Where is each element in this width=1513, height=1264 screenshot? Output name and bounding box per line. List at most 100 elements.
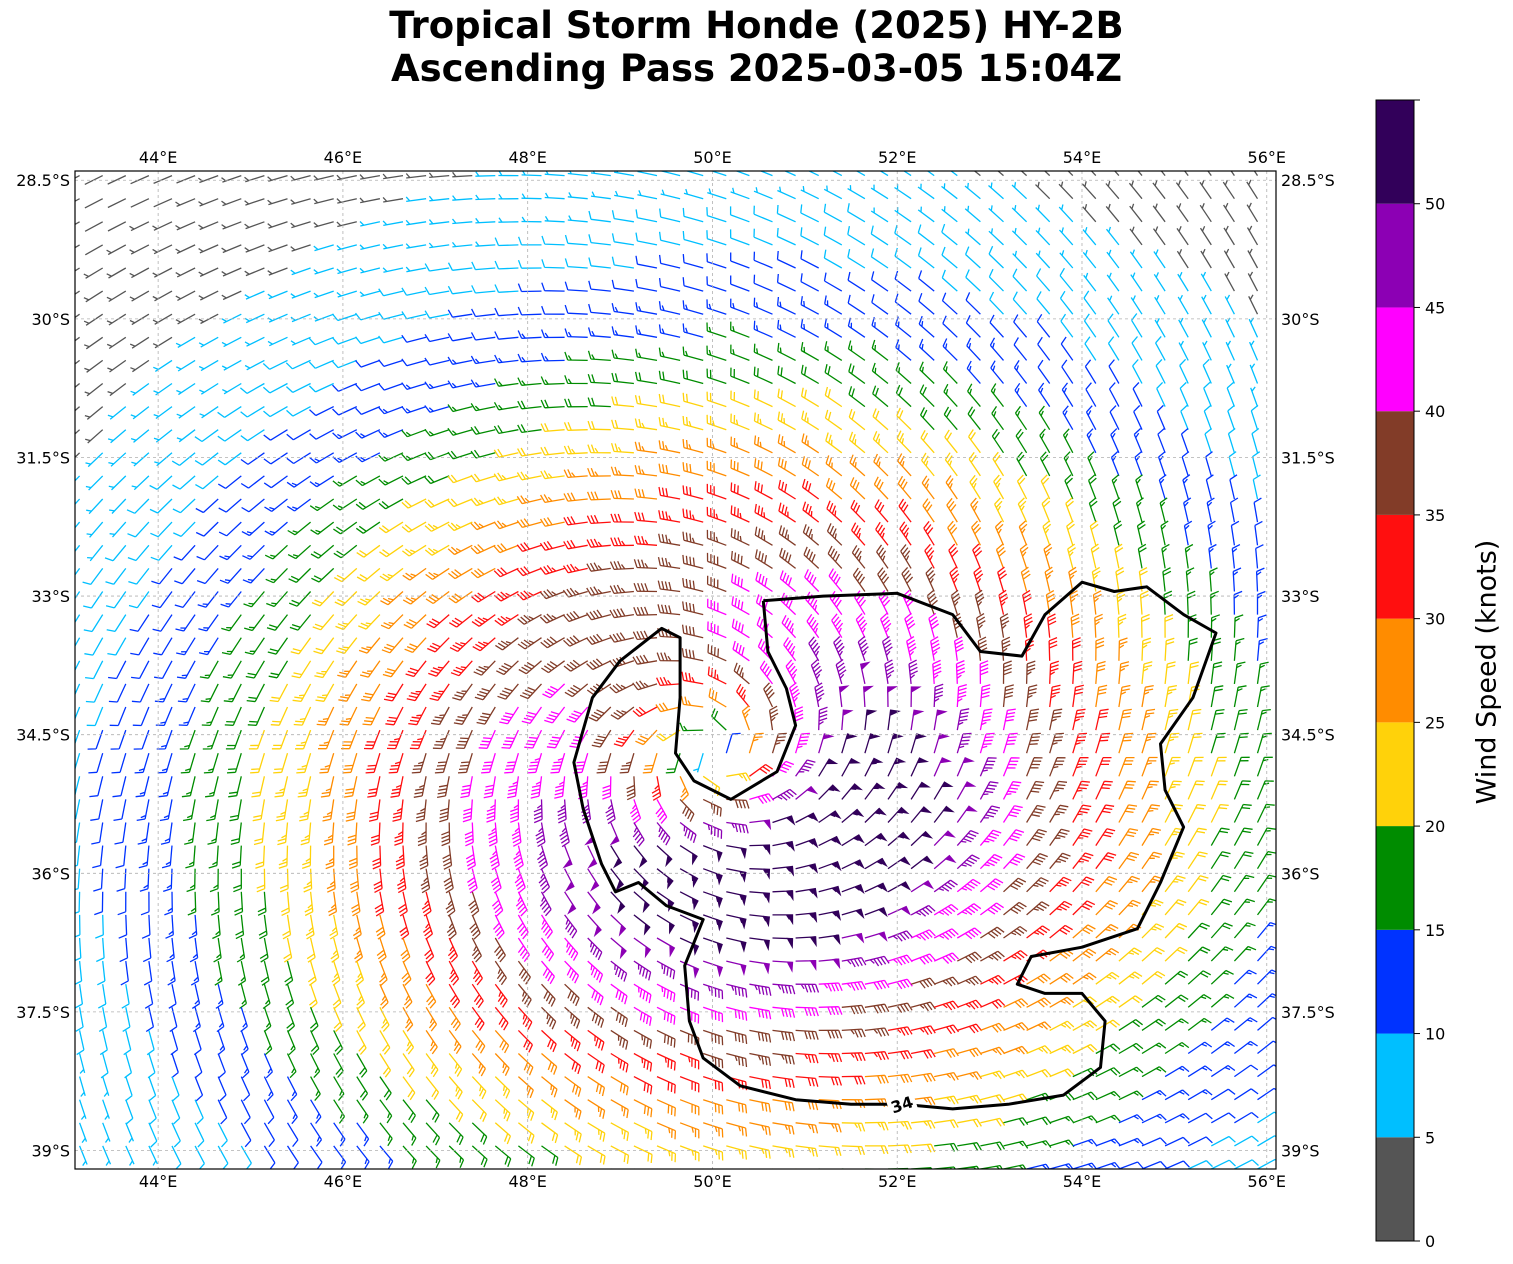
wind-barb <box>730 367 750 385</box>
wind-barb <box>84 406 104 420</box>
wind-barb <box>333 567 358 583</box>
wind-barb <box>923 521 935 546</box>
wind-barb <box>229 799 242 822</box>
wind-barb <box>516 542 542 553</box>
wind-barb <box>173 544 196 561</box>
wind-barb <box>356 567 381 582</box>
wind-barb <box>810 659 823 685</box>
wind-barb <box>870 248 889 269</box>
wind-barb <box>849 477 866 500</box>
wind-barb <box>1187 851 1208 870</box>
wind-barb <box>562 587 588 598</box>
wind-barb <box>1154 295 1166 315</box>
wind-barb <box>355 498 381 510</box>
wind-barb <box>629 799 642 825</box>
wind-barb <box>514 868 526 894</box>
wind-barb <box>217 452 242 466</box>
wind-barb <box>424 310 450 319</box>
wind-barb <box>852 567 866 592</box>
wind-barb <box>1059 290 1074 315</box>
wind-barb <box>1107 313 1120 338</box>
wind-barb <box>1223 248 1235 269</box>
wind-barb <box>706 230 727 246</box>
wind-barb <box>1155 358 1166 384</box>
wind-barb <box>587 350 611 362</box>
wind-barb <box>402 567 427 581</box>
wind-barb <box>361 683 381 702</box>
wind-barb <box>874 499 889 523</box>
wind-barb <box>358 614 381 630</box>
wind-barb <box>1156 381 1166 407</box>
wind-barb <box>493 520 519 530</box>
wind-barb <box>539 613 565 624</box>
wind-barb <box>736 683 750 708</box>
wind-barb <box>286 406 311 417</box>
wind-barb <box>93 868 104 892</box>
wind-barb <box>997 566 1007 592</box>
wind-barb <box>1018 520 1028 546</box>
wind-barb <box>359 290 381 298</box>
wind-barb <box>610 443 634 454</box>
wind-barb <box>175 336 196 348</box>
wind-barb <box>795 863 819 874</box>
wind-barb <box>516 518 542 529</box>
wind-barb <box>116 868 127 892</box>
wind-barb <box>244 244 265 253</box>
wind-barb <box>160 822 173 845</box>
wind-barb <box>682 392 704 408</box>
wind-barb <box>517 259 542 269</box>
wind-barb <box>1208 543 1217 569</box>
wind-barb <box>944 452 958 477</box>
wind-barb <box>405 173 427 179</box>
wind-barb <box>1233 756 1250 777</box>
wind-barb <box>1186 590 1196 615</box>
wind-barb <box>818 784 841 800</box>
wind-barb <box>331 359 358 369</box>
wind-barb <box>1072 756 1089 777</box>
wind-barb <box>386 729 404 750</box>
wind-barb <box>586 514 611 525</box>
wind-barb <box>801 456 820 477</box>
colorbar-tick-label: 15 <box>1425 921 1445 940</box>
wind-barb <box>1209 567 1218 592</box>
wind-barb <box>179 729 196 750</box>
wind-barb <box>403 614 427 629</box>
wind-barb <box>340 729 358 750</box>
wind-barb <box>540 329 565 339</box>
wind-barb <box>1026 852 1048 870</box>
wind-barb <box>226 753 242 774</box>
wind-barb <box>1065 497 1074 523</box>
wind-barb <box>1037 359 1051 384</box>
wind-barb <box>1060 336 1074 361</box>
wind-barb <box>910 757 930 777</box>
wind-barb <box>901 566 914 592</box>
wind-barb <box>113 799 127 822</box>
wind-barb <box>1019 543 1029 569</box>
wind-barb <box>741 705 751 731</box>
wind-barb <box>1223 225 1235 246</box>
wind-barb <box>349 868 360 893</box>
wind-barb <box>729 206 750 223</box>
wind-barb <box>942 338 958 361</box>
wind-barb <box>1224 271 1235 292</box>
wind-barb <box>895 362 912 384</box>
wind-barb <box>587 397 611 408</box>
wind-barb <box>833 636 845 662</box>
wind-barb <box>658 533 681 546</box>
wind-barb <box>359 267 381 274</box>
wind-barb <box>777 411 796 431</box>
wind-barb <box>610 489 634 500</box>
wind-barb <box>501 729 519 749</box>
wind-barb <box>586 538 611 548</box>
wind-barb <box>162 868 173 893</box>
wind-barb <box>448 590 473 604</box>
wind-barb <box>754 481 773 500</box>
wind-barb <box>964 205 981 223</box>
wind-barb <box>950 589 961 615</box>
wind-barb <box>127 544 150 562</box>
wind-barb <box>185 845 196 869</box>
wind-barb <box>559 822 570 848</box>
wind-barb <box>613 729 635 747</box>
wind-barb <box>800 250 819 269</box>
wind-barb <box>196 544 219 561</box>
